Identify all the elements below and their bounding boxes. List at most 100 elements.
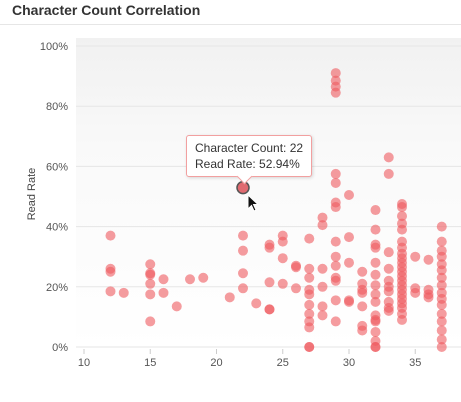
data-point[interactable] bbox=[317, 220, 328, 231]
data-point[interactable] bbox=[277, 253, 288, 264]
data-point[interactable] bbox=[330, 260, 341, 271]
data-point[interactable] bbox=[264, 304, 275, 315]
data-point[interactable] bbox=[317, 212, 328, 223]
data-point[interactable] bbox=[344, 232, 354, 243]
data-point[interactable] bbox=[304, 322, 315, 333]
data-point[interactable] bbox=[317, 281, 328, 292]
data-point[interactable] bbox=[224, 292, 235, 303]
data-point[interactable] bbox=[357, 266, 368, 277]
data-point[interactable] bbox=[277, 278, 288, 289]
data-point[interactable] bbox=[410, 251, 421, 262]
data-point[interactable] bbox=[264, 277, 275, 288]
data-point[interactable] bbox=[145, 278, 156, 289]
data-point[interactable] bbox=[330, 202, 341, 213]
data-point[interactable] bbox=[277, 236, 288, 247]
data-point[interactable] bbox=[304, 299, 315, 310]
data-point[interactable] bbox=[317, 310, 328, 321]
data-point[interactable] bbox=[330, 275, 341, 286]
data-point[interactable] bbox=[383, 305, 394, 316]
data-point[interactable] bbox=[357, 325, 368, 336]
data-point[interactable] bbox=[317, 263, 328, 274]
data-point[interactable] bbox=[383, 168, 394, 179]
data-point[interactable] bbox=[397, 314, 407, 325]
data-points[interactable] bbox=[105, 68, 447, 352]
data-point[interactable] bbox=[436, 342, 447, 352]
data-point[interactable] bbox=[370, 316, 381, 327]
y-tick-label: 100% bbox=[40, 41, 68, 53]
data-point[interactable] bbox=[238, 268, 248, 279]
data-point[interactable] bbox=[383, 247, 394, 258]
data-point[interactable] bbox=[436, 272, 447, 283]
data-point[interactable] bbox=[185, 274, 195, 285]
data-point[interactable] bbox=[330, 236, 341, 247]
data-point[interactable] bbox=[370, 224, 381, 235]
data-point[interactable] bbox=[145, 289, 156, 300]
data-point[interactable] bbox=[436, 325, 447, 336]
data-point[interactable] bbox=[436, 316, 447, 327]
data-point[interactable] bbox=[436, 334, 447, 345]
data-point[interactable] bbox=[238, 230, 248, 241]
data-point[interactable] bbox=[436, 236, 447, 247]
data-point[interactable] bbox=[383, 263, 394, 274]
data-point[interactable] bbox=[370, 326, 381, 337]
data-point[interactable] bbox=[145, 316, 156, 327]
data-point[interactable] bbox=[171, 301, 182, 312]
data-point[interactable] bbox=[436, 299, 447, 310]
data-point[interactable] bbox=[436, 251, 447, 262]
data-point[interactable] bbox=[370, 257, 381, 268]
data-point[interactable] bbox=[383, 286, 394, 297]
data-point[interactable] bbox=[304, 342, 315, 352]
data-point[interactable] bbox=[383, 152, 394, 163]
data-point[interactable] bbox=[158, 274, 169, 285]
data-point[interactable] bbox=[291, 262, 301, 273]
data-point[interactable] bbox=[370, 280, 381, 291]
data-point[interactable] bbox=[264, 242, 275, 253]
data-point[interactable] bbox=[344, 189, 354, 200]
data-point[interactable] bbox=[436, 265, 447, 276]
data-point[interactable] bbox=[145, 259, 156, 270]
data-point[interactable] bbox=[330, 68, 341, 79]
data-point[interactable] bbox=[105, 266, 116, 277]
data-point[interactable] bbox=[330, 87, 341, 98]
data-point[interactable] bbox=[330, 251, 341, 262]
data-point[interactable] bbox=[304, 233, 315, 244]
data-point[interactable] bbox=[118, 287, 129, 298]
data-point[interactable] bbox=[105, 286, 116, 297]
data-point[interactable] bbox=[370, 342, 381, 352]
data-point[interactable] bbox=[357, 301, 368, 312]
data-point[interactable] bbox=[370, 242, 381, 253]
data-point[interactable] bbox=[370, 205, 381, 216]
data-point[interactable] bbox=[304, 263, 315, 274]
data-point[interactable] bbox=[105, 230, 116, 241]
data-point[interactable] bbox=[291, 283, 301, 294]
data-point[interactable] bbox=[370, 269, 381, 280]
data-point[interactable] bbox=[330, 168, 341, 179]
data-point[interactable] bbox=[238, 245, 248, 256]
data-point[interactable] bbox=[397, 202, 407, 213]
data-point[interactable] bbox=[238, 283, 248, 294]
data-point[interactable] bbox=[198, 272, 209, 283]
data-point[interactable] bbox=[145, 269, 156, 280]
data-point[interactable] bbox=[344, 296, 354, 307]
data-point[interactable] bbox=[317, 301, 328, 312]
data-point[interactable] bbox=[304, 289, 315, 300]
data-point[interactable] bbox=[370, 289, 381, 300]
data-point[interactable] bbox=[357, 287, 368, 298]
data-point[interactable] bbox=[370, 296, 381, 307]
data-point[interactable] bbox=[397, 224, 407, 235]
data-point[interactable] bbox=[251, 298, 262, 309]
data-point[interactable] bbox=[423, 292, 434, 303]
data-point[interactable] bbox=[410, 287, 421, 298]
data-point[interactable] bbox=[304, 272, 315, 283]
data-point[interactable] bbox=[330, 316, 341, 327]
data-point[interactable] bbox=[330, 295, 341, 306]
data-point[interactable] bbox=[423, 254, 434, 265]
data-point[interactable] bbox=[158, 287, 169, 298]
data-point[interactable] bbox=[436, 280, 447, 291]
data-point[interactable] bbox=[344, 257, 354, 268]
data-point[interactable] bbox=[436, 221, 447, 232]
data-point[interactable] bbox=[330, 177, 341, 188]
data-point[interactable] bbox=[436, 308, 447, 319]
data-point[interactable] bbox=[397, 211, 407, 222]
data-point[interactable] bbox=[304, 308, 315, 319]
